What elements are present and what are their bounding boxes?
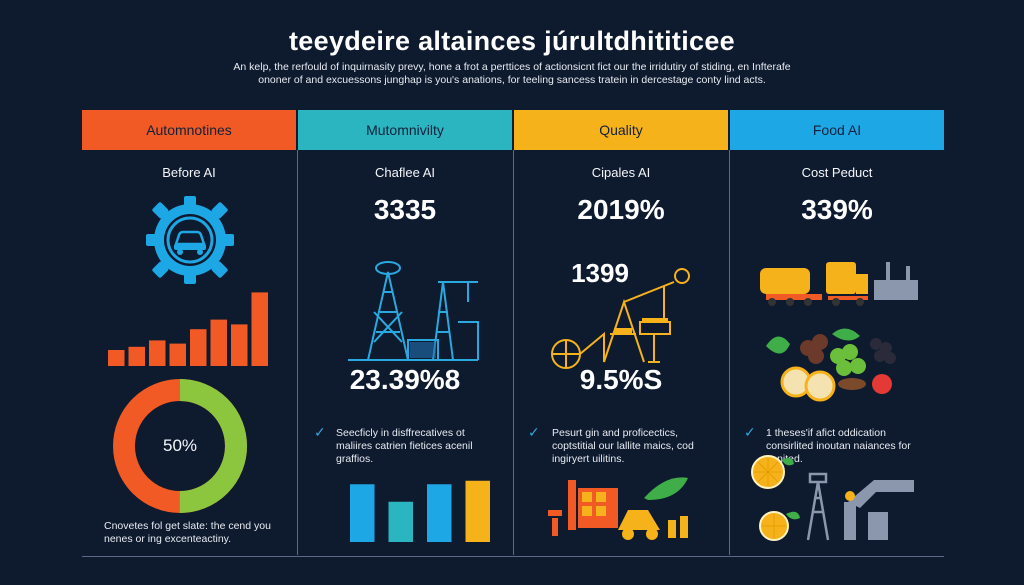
bar-2 <box>388 501 413 542</box>
bar-3 <box>149 340 166 366</box>
subtitle-line-2: ononer of and excuessons junghap is you'… <box>258 74 766 86</box>
col1-note: Cnovetes fol get slate: the cend you nen… <box>104 520 271 545</box>
bar-6 <box>210 319 227 366</box>
bar-3 <box>427 484 452 542</box>
factory-icon <box>548 477 688 540</box>
check-icon: ✓ <box>744 424 756 440</box>
donut-chart <box>113 379 247 513</box>
tab-quality[interactable]: Quality <box>514 110 728 150</box>
donut-segment-value <box>113 379 247 513</box>
bar-chart-growth <box>108 292 268 366</box>
column-divider <box>729 150 730 555</box>
page-subtitle: An kelp, the rerfould of inquirnasity pr… <box>150 61 874 87</box>
col3-note: Pesurt gin and proficectics, coptstitial… <box>552 427 694 465</box>
col2-metric: 3335 <box>373 194 437 225</box>
gear-car-icon <box>146 196 234 284</box>
bar-1 <box>108 350 125 366</box>
check-icon: ✓ <box>528 424 540 440</box>
bar-4 <box>465 480 490 542</box>
col3-metric: 2019% <box>577 194 665 225</box>
col2-label: Chaflee AI <box>375 165 435 180</box>
bar-5 <box>190 329 207 366</box>
machinery-icon <box>551 268 690 369</box>
bar-8 <box>251 292 268 366</box>
bar-7 <box>231 324 248 366</box>
col2-secondary-metric: 23.39%8 <box>349 364 461 395</box>
bottom-divider <box>82 556 944 557</box>
bar-2 <box>128 346 145 366</box>
tab-mutomnivilty[interactable]: Mutomnivilty <box>298 110 512 150</box>
donut-value: 50% <box>162 436 198 455</box>
page-title: teeydeire altainces júrultdhititicee <box>289 26 735 56</box>
oil-rig-icon <box>348 261 479 361</box>
citrus-oil-pump-icon <box>751 455 914 541</box>
fresh-produce-icon <box>766 328 896 402</box>
subtitle-line-1: An kelp, the rerfould of inquirnasity pr… <box>233 61 791 73</box>
col1-label: Before AI <box>162 165 216 180</box>
col4-label: Cost Peduct <box>801 165 873 180</box>
bar-chart-comparison <box>350 480 490 542</box>
column-divider <box>297 150 298 555</box>
bar-1 <box>350 484 375 542</box>
col4-metric: 339% <box>801 194 873 225</box>
tab-food-ai[interactable]: Food AI <box>730 110 944 150</box>
column-divider <box>513 150 514 555</box>
bar-4 <box>169 343 186 366</box>
col2-note: Seecficly in disffrecatives ot maliires … <box>336 427 473 465</box>
check-icon: ✓ <box>314 424 326 440</box>
tab-automotives[interactable]: Automnotines <box>82 110 296 150</box>
col3-secondary-metric: 9.5%S <box>579 364 663 395</box>
col3-small-metric: 1399 <box>571 258 629 288</box>
col3-label: Cipales AI <box>591 165 651 180</box>
freight-trucks-icon <box>760 262 918 306</box>
